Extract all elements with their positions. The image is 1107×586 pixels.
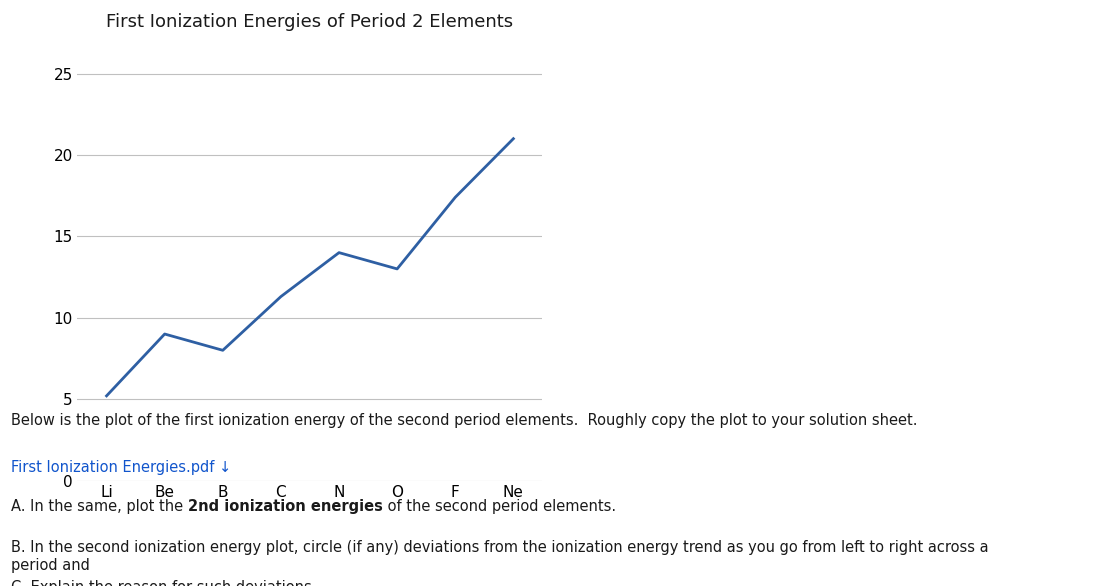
Text: A. In the same, plot the: A. In the same, plot the [11,499,188,515]
Text: Below is the plot of the first ionization energy of the second period elements. : Below is the plot of the first ionizatio… [11,413,918,428]
Text: B. In the second ionization energy plot, circle (if any) deviations from the ion: B. In the second ionization energy plot,… [11,540,989,573]
Text: of the second period elements.: of the second period elements. [383,499,615,515]
Text: 2nd ionization energies: 2nd ionization energies [188,499,383,515]
Title: First Ionization Energies of Period 2 Elements: First Ionization Energies of Period 2 El… [106,13,514,31]
Text: First Ionization Energies.pdf ↓: First Ionization Energies.pdf ↓ [11,460,231,475]
Text: C. Explain the reason for such deviations.: C. Explain the reason for such deviation… [11,580,317,586]
